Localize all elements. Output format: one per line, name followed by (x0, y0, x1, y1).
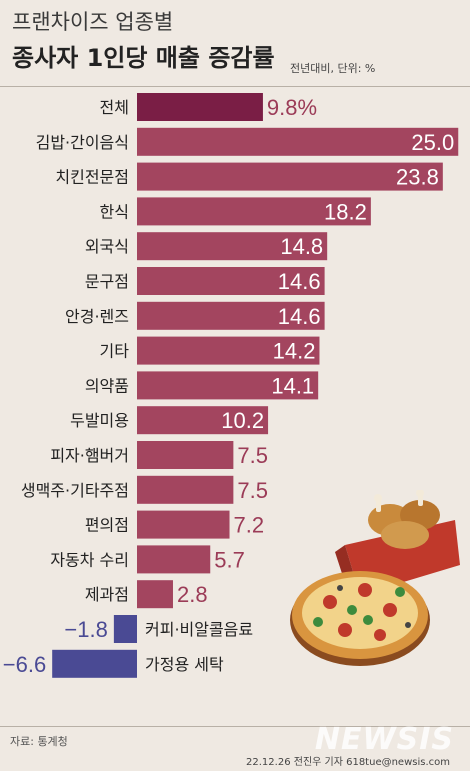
bar-2 (137, 162, 443, 191)
category-label-11: 생맥주·기타주점 (21, 481, 129, 500)
category-label-1: 김밥·간이음식 (36, 133, 129, 152)
value-label-1: 25.0 (411, 130, 454, 155)
bar-chart: 전체 9.8% 김밥·간이음식 25.0 치킨전문점 23.8 한식 18.2 외국식 14.8 문… (3, 93, 459, 678)
value-label-7: 14.2 (273, 339, 316, 364)
byline: 22.12.26 전진우 기자 618tue@newsis.com (246, 757, 450, 768)
source-note: 자료: 통계청 (10, 735, 68, 748)
category-label-10: 피자·햄버거 (50, 446, 129, 465)
bar-14 (137, 580, 173, 609)
bar-13 (137, 545, 211, 574)
bar-0 (137, 93, 263, 121)
value-label-8: 14.1 (271, 373, 314, 398)
value-label-5: 14.6 (278, 269, 321, 294)
value-label-10: 7.5 (237, 443, 268, 468)
value-label-12: 7.2 (234, 513, 265, 538)
bar-3 (137, 197, 371, 226)
bar-1 (137, 127, 459, 156)
food-illustration (290, 490, 460, 666)
category-label-12: 편의점 (85, 516, 129, 535)
chicken-basket-icon (335, 490, 460, 598)
chart-title: 종사자 1인당 매출 증감률 (12, 44, 275, 72)
bar-7 (137, 336, 320, 365)
value-label-11: 7.5 (237, 478, 268, 503)
bar-5 (137, 267, 325, 295)
pizza-icon (290, 571, 430, 666)
value-label-0: 9.8% (267, 95, 317, 120)
category-label-0: 전체 (100, 98, 129, 117)
bottom-divider (0, 726, 470, 727)
category-label-8: 의약품 (85, 376, 129, 395)
bar-8 (137, 371, 319, 400)
value-label-4: 14.8 (280, 234, 323, 259)
bar-10 (137, 441, 234, 469)
bar-12 (137, 510, 230, 539)
category-label-9: 두발미용 (70, 411, 129, 430)
category-label-5: 문구점 (85, 272, 129, 291)
bar-16 (52, 649, 137, 678)
bar-11 (137, 475, 234, 504)
category-label-4: 외국식 (85, 237, 129, 256)
value-label-14: 2.8 (177, 582, 208, 607)
category-label-14: 제과점 (85, 585, 129, 604)
chart-title-line1: 프랜차이즈 업종별 (12, 10, 174, 34)
bar-4 (137, 232, 328, 261)
category-label-16: 가정용 세탁 (145, 655, 224, 674)
value-label-16: −6.6 (3, 652, 46, 677)
value-label-15: −1.8 (64, 617, 107, 642)
value-label-3: 18.2 (324, 199, 367, 224)
newsis-logo: NEWSIS (314, 722, 454, 757)
unit-note: 전년대비, 단위: % (290, 62, 376, 75)
bar-6 (137, 301, 325, 330)
value-label-2: 23.8 (396, 165, 439, 190)
bar-15 (113, 615, 137, 643)
category-label-3: 한식 (100, 202, 129, 221)
category-label-7: 기타 (100, 342, 130, 361)
category-label-13: 자동차 수리 (50, 550, 129, 569)
bar-9 (137, 406, 269, 435)
value-label-6: 14.6 (278, 304, 321, 329)
category-label-6: 안경·렌즈 (65, 307, 129, 326)
value-label-9: 10.2 (221, 408, 264, 433)
top-divider (0, 86, 470, 87)
category-label-15: 커피·비알콜음료 (145, 620, 253, 639)
value-label-13: 5.7 (214, 547, 245, 572)
category-label-2: 치킨전문점 (55, 168, 129, 187)
